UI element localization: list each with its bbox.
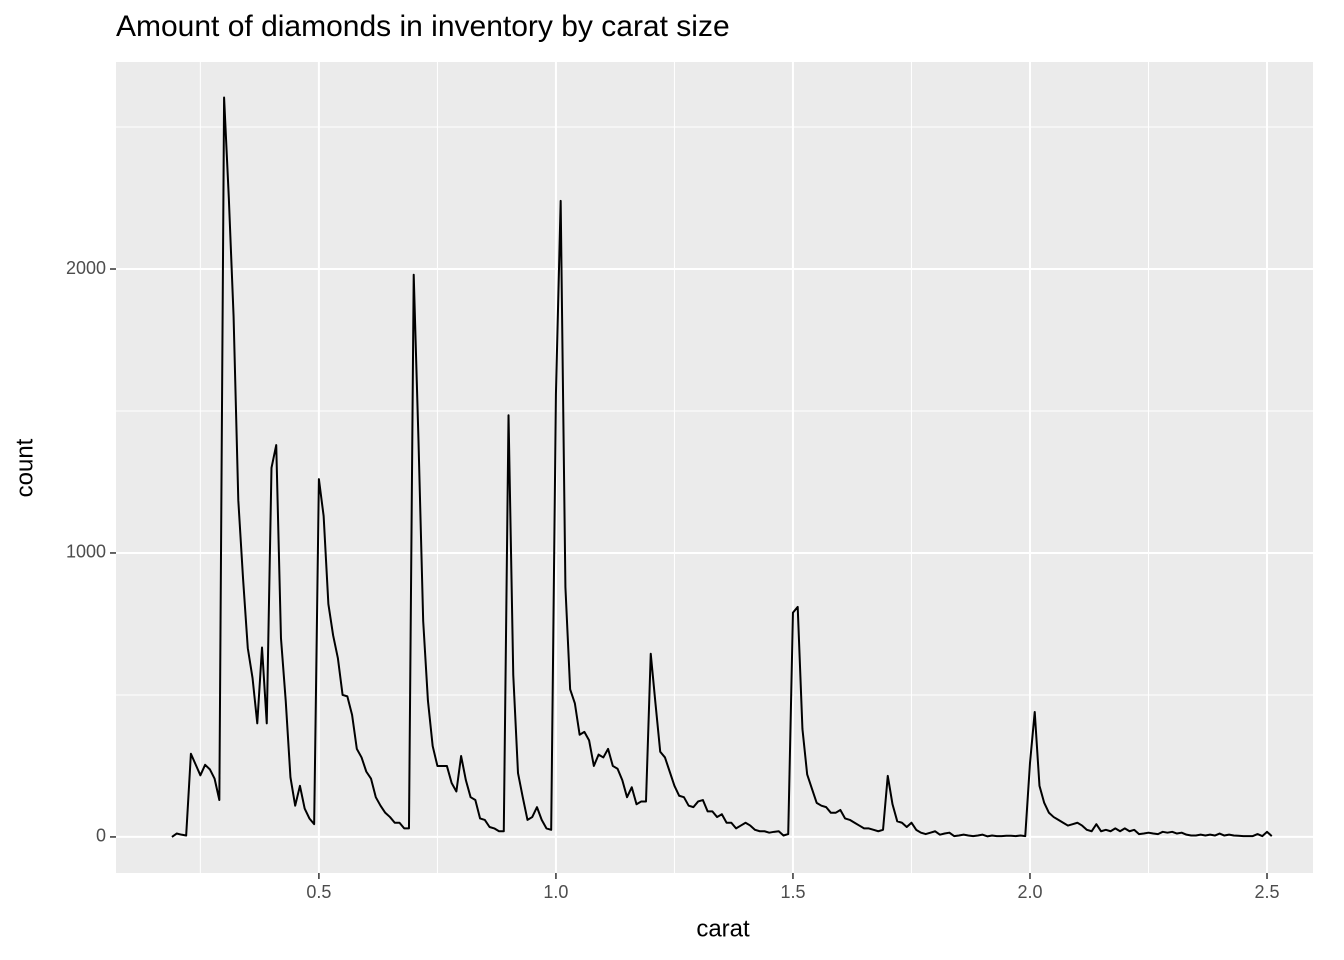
- y-tick-label: 1000: [66, 542, 106, 562]
- marks: [171, 96, 1273, 838]
- x-axis-title: carat: [696, 915, 750, 942]
- y-tick-label: 2000: [66, 258, 106, 278]
- x-tick-label: 0.5: [306, 882, 331, 902]
- x-tick-label: 1.0: [543, 882, 568, 902]
- chart-title: Amount of diamonds in inventory by carat…: [116, 10, 730, 43]
- y-axis-title: count: [11, 438, 38, 497]
- x-tick-label: 2.5: [1255, 882, 1280, 902]
- x-tick-label: 1.5: [780, 882, 805, 902]
- x-tick-label: 2.0: [1017, 882, 1042, 902]
- line: [171, 96, 1273, 838]
- panel: [116, 62, 1313, 873]
- y-tick-label: 0: [96, 826, 106, 846]
